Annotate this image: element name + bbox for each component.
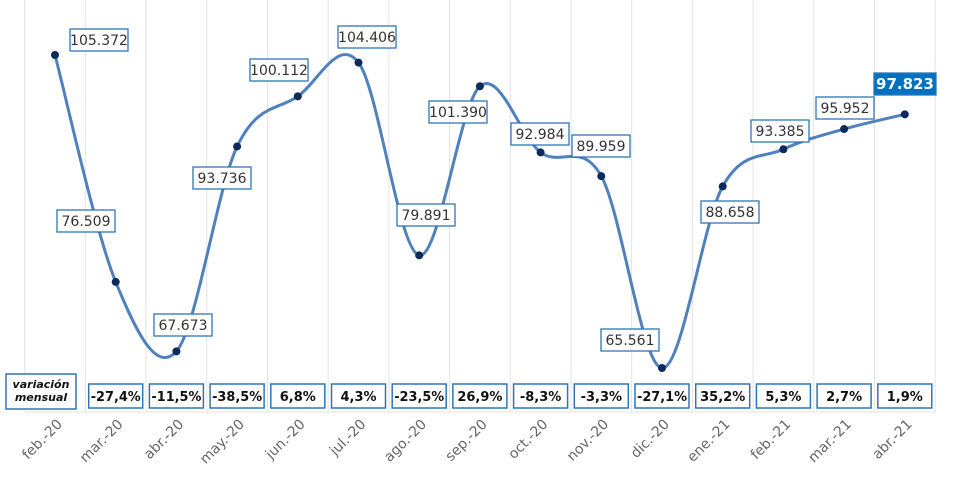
variation-box: -3,3% <box>573 383 630 409</box>
svg-text:6,8%: 6,8% <box>280 390 316 405</box>
data-label: 97.823 <box>873 72 937 96</box>
svg-text:-11,5%: -11,5% <box>151 390 201 405</box>
svg-text:67.673: 67.673 <box>159 318 208 334</box>
svg-text:-8,3%: -8,3% <box>520 390 561 405</box>
data-point <box>718 182 727 191</box>
variation-box: 4,3% <box>330 383 387 409</box>
data-point <box>111 277 120 286</box>
data-point <box>354 58 363 67</box>
data-point <box>475 82 484 91</box>
data-point <box>840 125 849 134</box>
x-tick-label: oct.-20 <box>505 417 551 463</box>
x-tick-label: jun.-20 <box>262 417 309 464</box>
svg-text:2,7%: 2,7% <box>826 390 862 405</box>
svg-text:5,3%: 5,3% <box>765 390 801 405</box>
svg-text:-23,5%: -23,5% <box>394 390 444 405</box>
data-label: 65.561 <box>600 328 660 352</box>
variation-box: -23,5% <box>391 383 447 409</box>
variation-box: 26,9% <box>452 383 508 409</box>
data-point <box>900 110 909 119</box>
svg-text:101.390: 101.390 <box>429 105 487 121</box>
svg-text:105.372: 105.372 <box>70 33 128 49</box>
svg-text:97.823: 97.823 <box>876 75 934 93</box>
data-label: 79.891 <box>396 203 456 227</box>
data-label: 67.673 <box>153 313 213 337</box>
x-tick-label: abr.-20 <box>141 417 187 463</box>
x-tick-label: ene.-21 <box>684 417 733 466</box>
variation-box: 2,7% <box>816 383 872 409</box>
svg-text:95.952: 95.952 <box>821 101 870 117</box>
variation-box: 5,3% <box>755 383 812 409</box>
data-point <box>779 145 788 154</box>
data-point <box>51 51 59 59</box>
svg-text:mensual: mensual <box>15 391 68 404</box>
x-tick-label: jul.-20 <box>326 417 369 460</box>
variation-box: 35,2% <box>694 383 751 409</box>
variation-box: -11,5% <box>148 383 205 409</box>
x-tick-label: mar.-20 <box>77 417 127 467</box>
svg-text:4,3%: 4,3% <box>340 390 376 405</box>
svg-text:-38,5%: -38,5% <box>212 390 262 405</box>
x-tick-label: mar.-21 <box>805 417 855 467</box>
data-label: 76.509 <box>56 209 116 233</box>
data-label: 88.658 <box>700 200 760 224</box>
data-point <box>293 92 302 101</box>
data-label: 105.372 <box>69 28 129 52</box>
x-tick-label: feb.-21 <box>748 417 794 463</box>
data-label: 93.385 <box>750 119 810 143</box>
svg-text:100.112: 100.112 <box>250 63 308 79</box>
variation-box: 6,8% <box>270 383 326 409</box>
x-tick-label: may.-20 <box>197 417 248 468</box>
svg-text:35,2%: 35,2% <box>700 390 745 405</box>
data-point <box>233 142 242 151</box>
svg-text:79.891: 79.891 <box>402 208 451 224</box>
svg-text:76.509: 76.509 <box>62 214 111 230</box>
variation-box: -38,5% <box>209 383 265 409</box>
data-label: 101.390 <box>428 100 488 124</box>
x-tick-label: sep.-20 <box>443 417 491 465</box>
data-point <box>536 148 545 157</box>
data-point <box>597 172 606 181</box>
svg-text:88.658: 88.658 <box>706 205 755 221</box>
data-label: 93.736 <box>192 166 252 190</box>
data-label: 104.406 <box>337 25 397 49</box>
svg-text:104.406: 104.406 <box>338 30 396 46</box>
x-tick-label: nov.-20 <box>564 417 612 465</box>
svg-text:variación: variación <box>13 378 70 391</box>
data-point <box>658 363 666 372</box>
variation-box: 1,9% <box>877 383 933 409</box>
variation-box: -27,1% <box>634 383 690 409</box>
svg-text:-3,3%: -3,3% <box>581 390 622 405</box>
data-label: 89.959 <box>571 134 631 158</box>
variation-box: -8,3% <box>512 383 569 409</box>
svg-text:89.959: 89.959 <box>577 139 626 155</box>
x-tick-label: dic.-20 <box>628 417 673 462</box>
svg-text:26,9%: 26,9% <box>457 390 502 405</box>
svg-text:-27,4%: -27,4% <box>91 390 141 405</box>
svg-text:92.984: 92.984 <box>516 127 565 143</box>
svg-text:93.385: 93.385 <box>756 124 805 140</box>
svg-text:93.736: 93.736 <box>198 171 247 187</box>
svg-text:1,9%: 1,9% <box>887 390 923 405</box>
data-label: 100.112 <box>249 58 309 82</box>
x-tick-label: ago.-20 <box>381 417 430 466</box>
variation-box: -27,4% <box>87 383 144 409</box>
svg-text:-27,1%: -27,1% <box>637 390 687 405</box>
data-point <box>172 347 181 356</box>
data-label: 95.952 <box>815 96 875 120</box>
svg-text:65.561: 65.561 <box>606 333 655 349</box>
data-point <box>415 251 424 260</box>
data-label: 92.984 <box>510 122 570 146</box>
x-tick-label: feb.-20 <box>19 417 65 463</box>
x-tick-label: abr.-21 <box>869 417 915 463</box>
